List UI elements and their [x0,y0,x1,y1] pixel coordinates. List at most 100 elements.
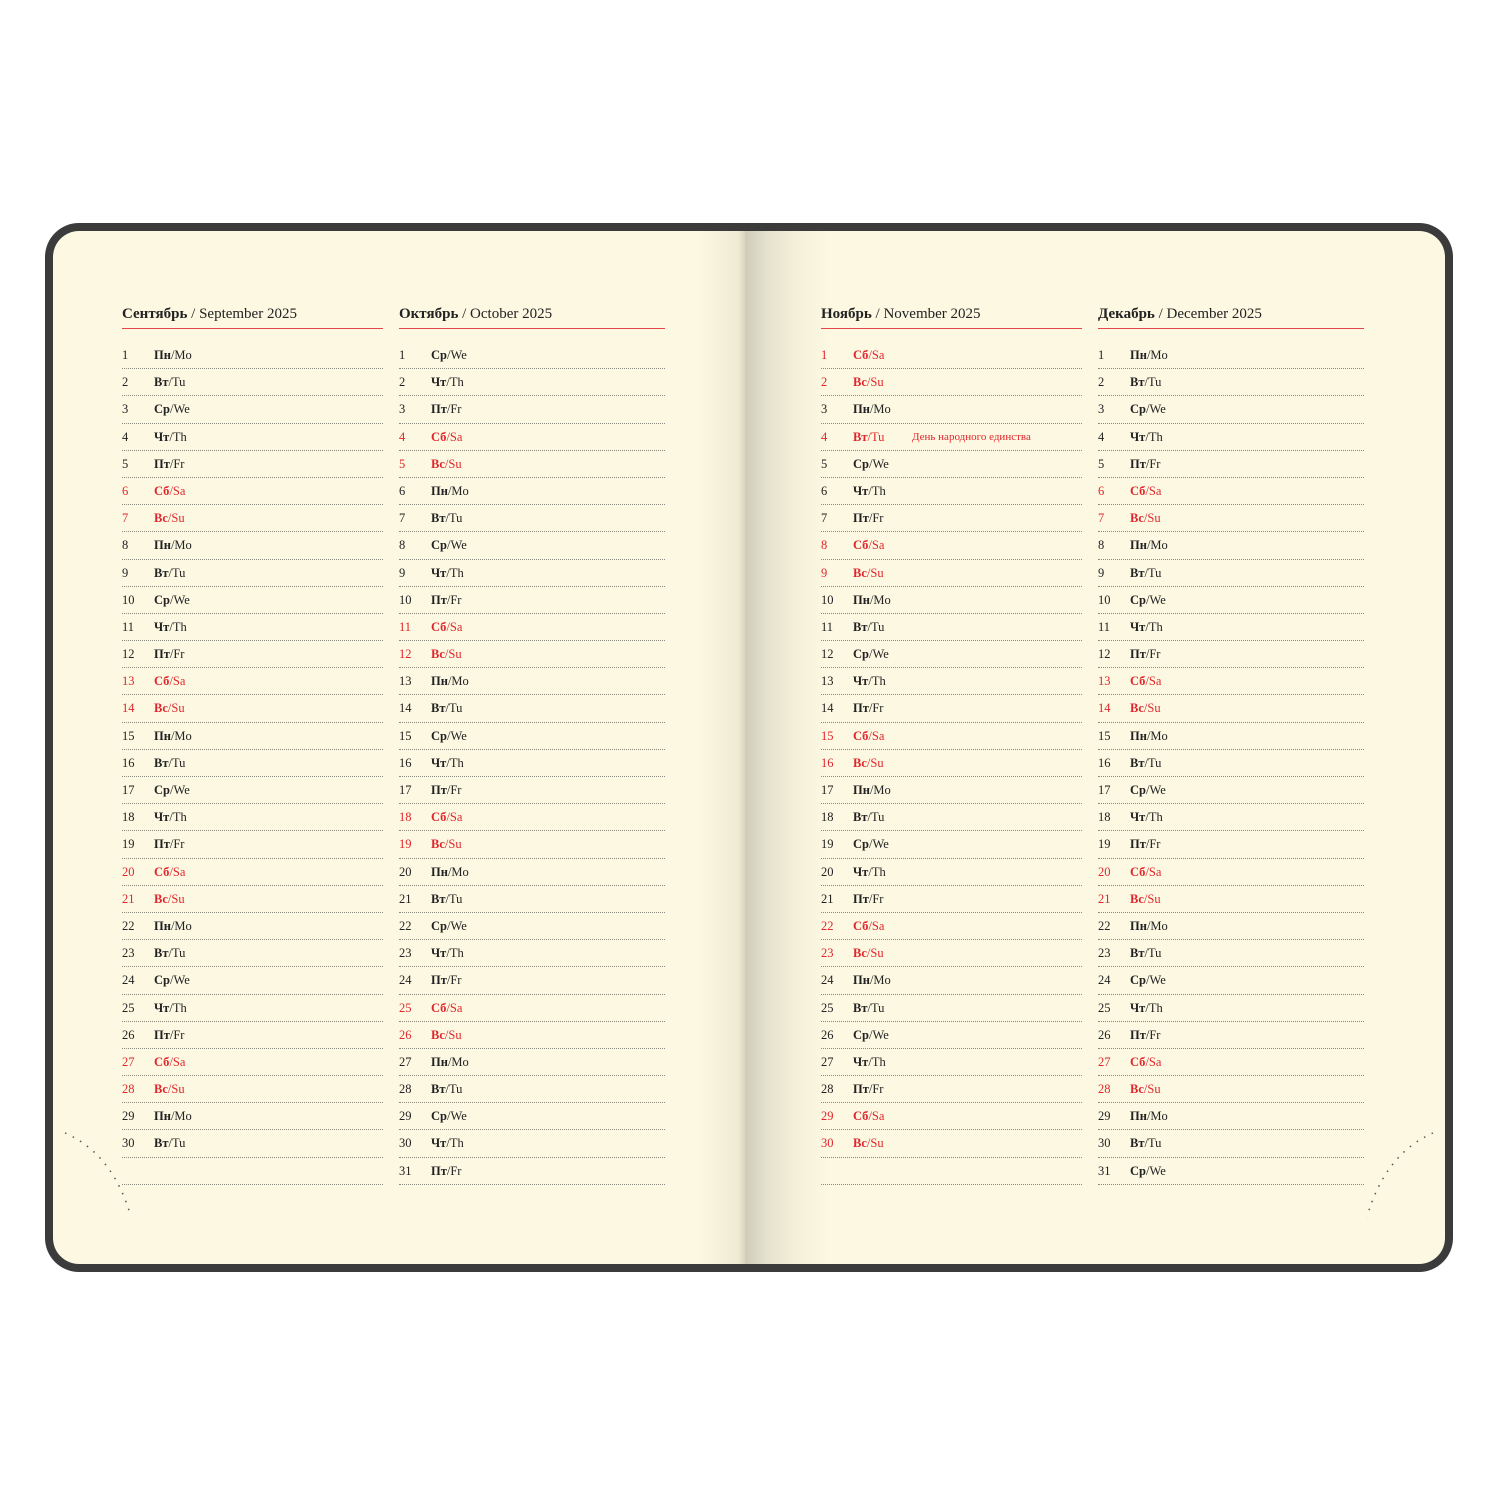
day-row[interactable]: 21 Вс/Su [122,886,383,913]
day-row[interactable]: 15 Пн/Mo [1098,723,1364,750]
day-row[interactable]: 23 Вс/Su [821,940,1082,968]
day-row[interactable]: 17 Пт/Fr [399,777,665,805]
day-row[interactable]: 10 Ср/We [1098,587,1364,614]
day-row[interactable]: 14 Вс/Su [1098,695,1364,723]
day-row[interactable]: 9 Чт/Th [399,560,665,587]
day-row[interactable]: 19 Пт/Fr [122,831,383,859]
day-row[interactable]: 29 Пн/Mo [1098,1103,1364,1131]
day-row[interactable]: 25 Чт/Th [122,995,383,1022]
day-row[interactable]: 1 Пн/Mo [122,342,383,370]
day-row[interactable]: 14 Пт/Fr [821,695,1082,723]
day-row[interactable]: 25 Сб/Sa [399,995,665,1022]
day-row[interactable]: 30 Вт/Tu [122,1130,383,1158]
day-row[interactable]: 18 Чт/Th [122,804,383,832]
day-row[interactable]: 8 Сб/Sa [821,532,1082,560]
day-row[interactable]: 21 Вс/Su [1098,886,1364,913]
day-row[interactable]: 1 Пн/Mo [1098,342,1364,370]
day-row[interactable]: 22 Ср/We [399,913,665,941]
day-row[interactable]: 11 Сб/Sa [399,614,665,642]
day-row[interactable]: 12 Пт/Fr [122,641,383,669]
day-row[interactable]: 8 Пн/Mo [1098,532,1364,560]
day-row[interactable]: 9 Вс/Su [821,560,1082,587]
day-row[interactable]: 3 Ср/We [1098,396,1364,424]
day-row[interactable]: 15 Сб/Sa [821,723,1082,750]
day-row[interactable]: 26 Пт/Fr [122,1022,383,1049]
day-row[interactable]: 8 Пн/Mo [122,532,383,560]
day-row[interactable]: 24 Пт/Fr [399,967,665,995]
day-row[interactable]: 30 Вс/Su [821,1130,1082,1158]
day-row[interactable]: 25 Вт/Tu [821,995,1082,1022]
day-row[interactable]: 28 Пт/Fr [821,1076,1082,1104]
day-row[interactable]: 30 Чт/Th [399,1130,665,1158]
day-row[interactable]: 2 Вт/Tu [1098,369,1364,397]
day-row[interactable]: 21 Вт/Tu [399,886,665,913]
day-row[interactable]: 31 Ср/We [1098,1158,1364,1185]
day-row[interactable]: 28 Вс/Su [1098,1076,1364,1104]
day-row[interactable]: 29 Пн/Mo [122,1103,383,1131]
day-row[interactable]: 18 Вт/Tu [821,804,1082,832]
day-row[interactable]: 3 Пн/Mo [821,396,1082,424]
day-row[interactable]: 2 Чт/Th [399,369,665,397]
day-row[interactable]: 15 Ср/We [399,723,665,750]
day-row[interactable]: 7 Вс/Su [122,505,383,533]
day-row[interactable]: 6 Сб/Sa [122,478,383,506]
day-row[interactable]: 11 Чт/Th [122,614,383,642]
day-row[interactable]: 27 Чт/Th [821,1049,1082,1077]
day-row[interactable]: 27 Сб/Sa [122,1049,383,1077]
day-row[interactable]: 14 Вт/Tu [399,695,665,723]
day-row[interactable]: 29 Сб/Sa [821,1103,1082,1131]
day-row[interactable]: 18 Чт/Th [1098,804,1364,832]
day-row[interactable]: 6 Сб/Sa [1098,478,1364,506]
day-row[interactable]: 6 Чт/Th [821,478,1082,506]
day-row[interactable]: 19 Вс/Su [399,831,665,859]
day-row[interactable]: 23 Вт/Tu [1098,940,1364,968]
day-row[interactable]: 19 Пт/Fr [1098,831,1364,859]
day-row[interactable]: 13 Сб/Sa [122,668,383,696]
day-row[interactable]: 30 Вт/Tu [1098,1130,1364,1158]
day-row[interactable]: 5 Вс/Su [399,451,665,478]
day-row[interactable]: 15 Пн/Mo [122,723,383,750]
day-row[interactable]: 28 Вс/Su [122,1076,383,1104]
day-row[interactable]: 9 Вт/Tu [122,560,383,587]
day-row[interactable]: 27 Сб/Sa [1098,1049,1364,1077]
day-row[interactable]: 25 Чт/Th [1098,995,1364,1022]
day-row[interactable]: 13 Сб/Sa [1098,668,1364,696]
day-row[interactable]: 17 Ср/We [122,777,383,805]
day-row[interactable]: 22 Пн/Mo [122,913,383,941]
day-row[interactable]: 31 Пт/Fr [399,1158,665,1185]
day-row[interactable]: 1 Сб/Sa [821,342,1082,370]
day-row[interactable]: 10 Ср/We [122,587,383,614]
day-row[interactable]: 17 Пн/Mo [821,777,1082,805]
day-row[interactable]: 4 Вт/Tu День народного единства [821,424,1082,451]
day-row[interactable]: 23 Вт/Tu [122,940,383,968]
day-row[interactable]: 16 Вт/Tu [1098,750,1364,777]
day-row[interactable]: 24 Ср/We [1098,967,1364,995]
day-row[interactable]: 1 Ср/We [399,342,665,370]
day-row[interactable]: 5 Пт/Fr [1098,451,1364,478]
day-row[interactable]: 4 Сб/Sa [399,424,665,451]
day-row[interactable]: 2 Вт/Tu [122,369,383,397]
day-row[interactable]: 19 Ср/We [821,831,1082,859]
day-row[interactable]: 23 Чт/Th [399,940,665,968]
day-row[interactable]: 20 Сб/Sa [122,859,383,886]
day-row[interactable]: 3 Ср/We [122,396,383,424]
day-row[interactable]: 21 Пт/Fr [821,886,1082,913]
day-row[interactable]: 22 Пн/Mo [1098,913,1364,941]
day-row[interactable]: 26 Пт/Fr [1098,1022,1364,1049]
day-row[interactable]: 11 Чт/Th [1098,614,1364,642]
day-row[interactable]: 26 Вс/Su [399,1022,665,1049]
day-row[interactable]: 5 Пт/Fr [122,451,383,478]
day-row[interactable]: 10 Пт/Fr [399,587,665,614]
day-row[interactable]: 10 Пн/Mo [821,587,1082,614]
day-row[interactable]: 16 Чт/Th [399,750,665,777]
day-row[interactable]: 5 Ср/We [821,451,1082,478]
day-row[interactable]: 28 Вт/Tu [399,1076,665,1104]
day-row[interactable]: 9 Вт/Tu [1098,560,1364,587]
day-row[interactable]: 22 Сб/Sa [821,913,1082,941]
day-row[interactable]: 18 Сб/Sa [399,804,665,832]
day-row[interactable]: 17 Ср/We [1098,777,1364,805]
day-row[interactable]: 7 Вс/Su [1098,505,1364,533]
day-row[interactable]: 12 Ср/We [821,641,1082,669]
day-row[interactable]: 8 Ср/We [399,532,665,560]
day-row[interactable]: 26 Ср/We [821,1022,1082,1049]
